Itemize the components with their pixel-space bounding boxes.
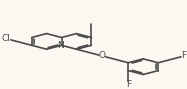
Text: Cl: Cl	[1, 34, 10, 43]
Text: N: N	[57, 41, 64, 50]
Text: O: O	[99, 52, 106, 61]
Text: F: F	[126, 80, 131, 89]
Text: F: F	[182, 52, 187, 61]
